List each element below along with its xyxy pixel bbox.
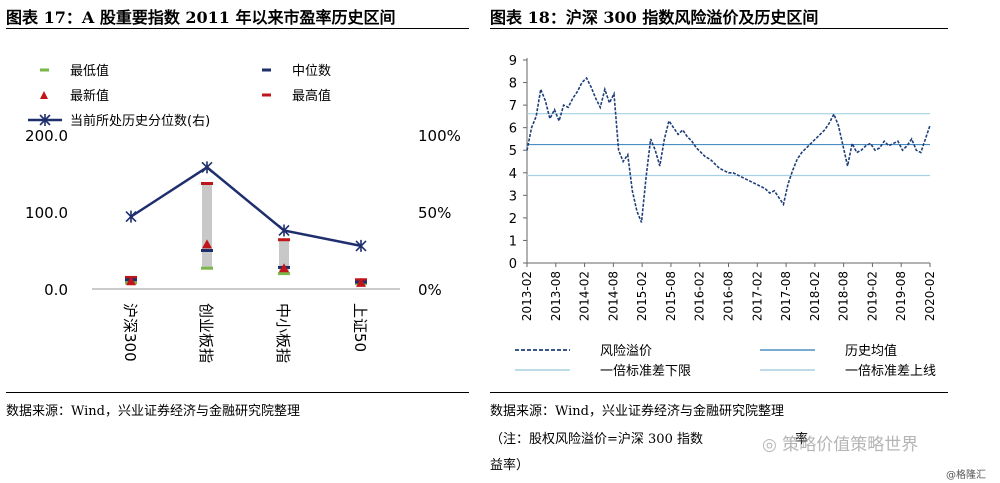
latest-marker — [126, 276, 136, 286]
category-label: 沪深300 — [121, 303, 139, 362]
left-tick-label: 200.0 — [25, 127, 68, 145]
percentile-point — [201, 161, 213, 174]
legend-label-1: 中位数 — [292, 64, 331, 79]
category-label: 上证50 — [351, 303, 369, 352]
left-chart-title: 图表 17：A 股重要指数 2011 年以来市盈率历史区间 — [6, 8, 396, 27]
latest-marker — [356, 277, 366, 287]
y-tick-label: 4 — [509, 167, 517, 182]
y-tick-label: 3 — [509, 189, 517, 204]
right-chart-title: 图表 18：沪深 300 指数风险溢价及历史区间 — [490, 8, 819, 27]
watermark-logo: ◎ 策略价值策略世界 — [762, 430, 918, 455]
percentile-point — [355, 239, 367, 252]
left-source-text: 数据来源：Wind，兴业证券经济与金融研究院整理 — [6, 404, 300, 419]
legend-label-3: 最高值 — [292, 88, 331, 104]
legend-star-percentile — [39, 114, 51, 126]
right-note-line2: 益率） — [490, 458, 530, 473]
latest-marker — [279, 263, 289, 273]
legend-label-2: 最新值 — [70, 88, 109, 104]
x-tick-label: 2020-02 — [923, 271, 937, 321]
y-tick-label: 7 — [509, 99, 517, 114]
x-tick-label: 2016-08 — [722, 271, 736, 321]
x-tick-label: 2013-02 — [520, 271, 534, 321]
x-tick-label: 2018-08 — [837, 271, 851, 321]
y-tick-label: 6 — [509, 122, 517, 137]
x-tick-label: 2018-02 — [808, 271, 822, 321]
percentile-point — [125, 210, 137, 223]
legend-label-1: 历史均值 — [845, 343, 897, 359]
right-title-rule — [490, 28, 948, 29]
category-label: 中小板指 — [274, 303, 292, 363]
legend-label-3: 一倍标准差上线 — [845, 364, 936, 379]
left-tick-label: 0.0 — [44, 281, 68, 299]
watermark-text: 策略价值 — [782, 435, 851, 455]
watermark-credit: @格隆汇 — [946, 470, 986, 481]
x-tick-label: 2015-08 — [664, 271, 678, 321]
range-bar — [279, 239, 289, 274]
latest-marker — [202, 239, 212, 249]
y-tick-label: 1 — [509, 234, 517, 249]
x-tick-label: 2019-08 — [894, 271, 908, 321]
wechat-icon: ◎ — [762, 435, 777, 455]
y-tick-label: 2 — [509, 212, 517, 227]
left-source-rule — [6, 392, 469, 393]
legend-marker-2 — [40, 91, 48, 99]
y-tick-label: 0 — [509, 257, 517, 272]
x-tick-label: 2017-08 — [779, 271, 793, 321]
right-source-text: 数据来源：Wind，兴业证券经济与金融研究院整理 — [490, 404, 784, 419]
legend-label-0: 最低值 — [70, 63, 109, 79]
risk-premium-line — [526, 76, 931, 223]
right-tick-label: 50% — [418, 204, 451, 222]
x-tick-label: 2015-02 — [635, 271, 649, 321]
percentile-line — [130, 165, 362, 248]
left-tick-label: 100.0 — [25, 204, 68, 222]
watermark-text2: 策略世界 — [850, 435, 919, 455]
right-source-rule — [490, 392, 948, 393]
right-tick-label: 0% — [418, 281, 442, 299]
x-tick-label: 2019-02 — [865, 271, 879, 321]
x-tick-label: 2017-02 — [750, 271, 764, 321]
range-bar — [202, 183, 212, 269]
left-title-rule — [6, 28, 469, 29]
percentile-point — [278, 224, 290, 237]
risk-premium-chart: 0 1 2 3 4 5 6 7 8 9 2013-02 2013-08 2014-02 2014-08 20… — [509, 54, 937, 379]
y-tick-label: 8 — [509, 77, 517, 92]
right-tick-label: 100% — [418, 127, 461, 145]
y-tick-label: 5 — [509, 144, 517, 159]
x-tick-label: 2016-02 — [693, 271, 707, 321]
legend-label-percentile: 当前所处历史分位数(右) — [70, 113, 210, 129]
x-tick-label: 2014-08 — [606, 271, 620, 321]
right-note-line1: （注：股权风险溢价=沪深 300 指数 — [490, 432, 703, 447]
x-tick-label: 2013-08 — [549, 271, 563, 321]
legend-label-0: 风险溢价 — [600, 344, 652, 359]
legend-label-2: 一倍标准差下限 — [600, 364, 691, 379]
category-label: 创业板指 — [197, 303, 215, 363]
y-tick-label: 9 — [509, 54, 517, 69]
right-note-line1b: 率 — [795, 432, 809, 447]
x-tick-label: 2014-02 — [578, 271, 592, 321]
